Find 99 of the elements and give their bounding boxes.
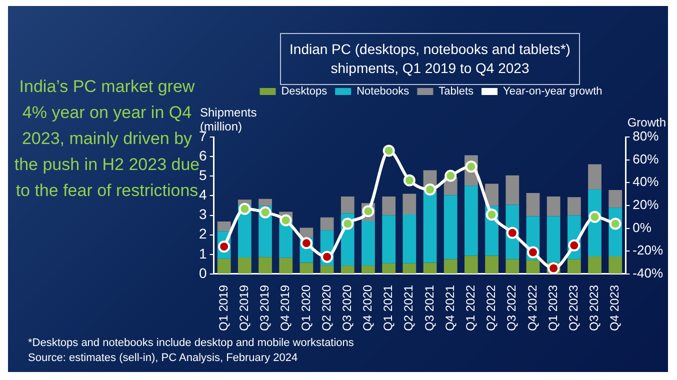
x-tick-label: Q4 2021 <box>442 284 457 332</box>
bar <box>382 263 396 274</box>
x-tick-label: Q3 2023 <box>587 284 602 332</box>
y-tick-label: 1 <box>198 245 207 262</box>
bar <box>423 192 437 263</box>
y-tick-label: 6 <box>198 147 207 164</box>
point <box>609 218 622 230</box>
legend-label: Notebooks <box>356 86 410 98</box>
y2-axis-title: Growth <box>627 115 666 130</box>
point <box>238 202 251 215</box>
y-tick-label: 5 <box>198 166 207 183</box>
bar <box>423 262 437 274</box>
y2-tick-label: 20% <box>632 197 660 212</box>
bar <box>588 164 602 190</box>
x-tick-label: Q1 2023 <box>546 284 560 332</box>
y2-tick-label: -20% <box>632 242 664 258</box>
bar <box>567 259 581 274</box>
bar <box>258 257 272 274</box>
y2-tick-label: 60% <box>632 151 660 166</box>
x-tick-label: Q2 2022 <box>484 284 498 332</box>
bar <box>464 256 478 274</box>
point <box>321 250 334 263</box>
x-tick-label: Q4 2020 <box>360 284 375 332</box>
bar <box>608 256 622 274</box>
bar <box>340 196 354 214</box>
x-tick-label: Q3 2020 <box>340 284 354 332</box>
bar <box>506 259 520 274</box>
legend-label: Tablets <box>438 86 474 98</box>
bar <box>362 220 375 266</box>
y2-tick-label: -40% <box>632 266 664 281</box>
x-tick-label: Q1 2021 <box>381 284 396 332</box>
x-tick-label: Q1 2020 <box>298 284 313 332</box>
text: India’s PC market grew 4% year on year in Q4 2023, mainly driven by the push in H2 2023 due to the fear of restrictions <box>14 76 200 202</box>
bar <box>217 258 231 274</box>
point <box>444 170 457 182</box>
bar <box>402 194 416 214</box>
bar <box>464 186 478 256</box>
point <box>526 246 539 258</box>
bar <box>588 256 602 274</box>
x-tick-label: Q2 2020 <box>319 284 334 332</box>
bar <box>402 263 416 274</box>
x-tick-label: Q4 2023 <box>608 284 622 332</box>
y2-tick-label: 40% <box>632 174 660 190</box>
bar <box>546 196 560 216</box>
x-tick-label: Q1 2019 <box>216 284 230 332</box>
bar <box>444 195 458 260</box>
y-tick-label: 4 <box>198 186 207 203</box>
y-tick-label: 2 <box>198 226 207 242</box>
bar <box>258 198 272 206</box>
bar <box>485 256 498 274</box>
bar <box>546 216 560 262</box>
x-tick-label: Q2 2019 <box>236 284 251 332</box>
bar <box>300 262 314 274</box>
point <box>300 237 312 250</box>
point <box>506 226 518 239</box>
x-tick-label: Q1 2022 <box>464 284 478 332</box>
point <box>342 218 354 230</box>
y-tick-label: 0 <box>198 264 207 281</box>
x-tick-label: Q3 2019 <box>258 284 272 332</box>
bar <box>402 214 416 264</box>
point <box>403 174 416 186</box>
point <box>424 184 436 196</box>
bar <box>238 258 252 274</box>
legend-label: Year-on-year growth <box>503 86 602 98</box>
x-tick-label: Q4 2019 <box>278 284 292 332</box>
bar <box>217 222 231 232</box>
x-tick-label: Q2 2023 <box>566 284 580 332</box>
point <box>568 239 580 252</box>
source-note: Source: estimates (sell-in), PC Analysis, February 2024 <box>28 351 299 366</box>
point <box>382 144 395 157</box>
bar <box>382 215 396 264</box>
bar <box>444 259 458 274</box>
point <box>259 206 272 218</box>
bar <box>526 192 540 216</box>
bar <box>340 266 354 274</box>
bar <box>382 196 396 216</box>
bar <box>279 222 293 258</box>
y2-tick-label: 80% <box>632 128 660 144</box>
bar <box>362 266 375 274</box>
bar <box>320 217 334 230</box>
bar <box>526 260 540 274</box>
bar <box>567 197 581 216</box>
y2-tick-label: 0% <box>632 220 652 235</box>
bar <box>485 184 498 206</box>
bar <box>279 258 293 274</box>
point <box>588 210 601 223</box>
chart-title: Indian PC (desktops, notebooks and tablets*) shipments, Q1 2019 to Q4 2023 <box>280 33 580 85</box>
y-tick-label: 3 <box>198 206 207 222</box>
text: *Desktops and notebooks include desktop and mobile workstations <box>28 336 354 351</box>
bar <box>506 175 520 205</box>
point <box>280 214 292 226</box>
legend-label: Desktops <box>281 86 328 98</box>
bar <box>320 266 334 274</box>
x-tick-label: Q4 2022 <box>525 284 540 332</box>
bar <box>608 190 622 208</box>
x-tick-label: Q3 2022 <box>504 284 519 332</box>
point <box>486 208 498 221</box>
x-tick-label: Q2 2021 <box>402 284 416 332</box>
x-tick-label: Q3 2021 <box>422 284 436 332</box>
